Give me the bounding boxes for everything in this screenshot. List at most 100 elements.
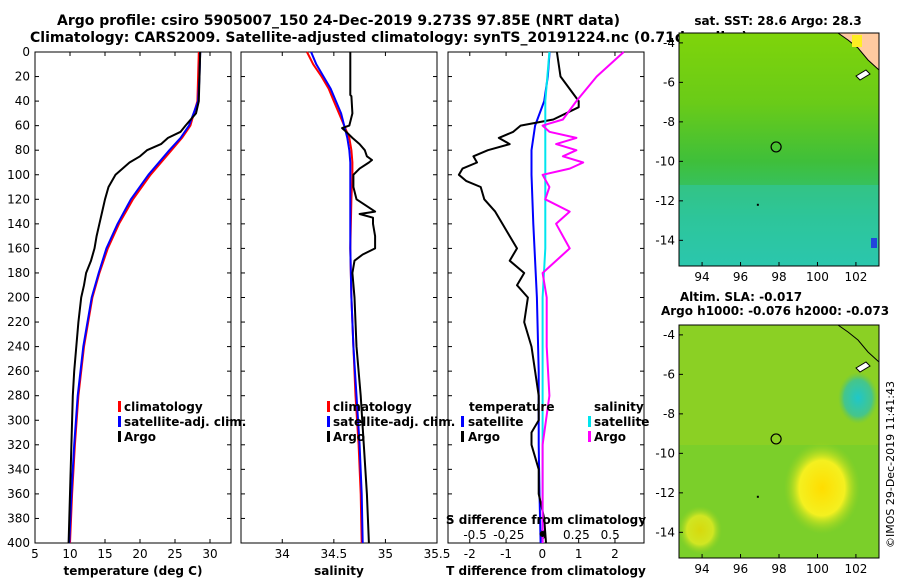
depth-tick-label: 160 <box>7 241 30 255</box>
salinity-plot: 34 34.5 35 35.5 <box>275 51 451 561</box>
depth-tick-label: 240 <box>7 340 30 354</box>
legend-swatch-s-argo <box>588 431 591 442</box>
sla-map-marks: 94 96 98 100 102 -4 -6 -8 -10 -12 -14 <box>655 328 867 576</box>
depth-tick-label: 360 <box>7 487 30 501</box>
temperature-xlabel: temperature (deg C) <box>64 564 203 578</box>
legend-t-satellite: satellite <box>468 415 523 429</box>
sst-map-title: sat. SST: 28.6 Argo: 28.3 <box>694 14 861 28</box>
depth-tick-label: 120 <box>7 192 30 206</box>
map-y-tick-label: -8 <box>663 115 675 129</box>
sst-warm-patch <box>852 35 862 47</box>
depth-tick-label: 400 <box>7 536 30 550</box>
x-tick-label: 34.5 <box>320 547 347 561</box>
depth-tick-label: 0 <box>22 45 30 59</box>
map-y-tick-label: -14 <box>655 233 675 247</box>
salinity-xlabel: salinity <box>314 564 364 578</box>
map-y-tick-label: -6 <box>663 75 675 89</box>
sst-map: 94 96 98 100 102 -4 -6 -8 -10 -12 -14 <box>655 32 880 284</box>
legend-swatch-argo <box>327 431 330 442</box>
x-tick-label: 1 <box>575 547 583 561</box>
map-y-tick-label: -12 <box>655 486 675 500</box>
map-y-tick-label: -10 <box>655 154 675 168</box>
legend-argo: Argo <box>333 430 365 444</box>
depth-tick-label: 140 <box>7 217 30 231</box>
x-tick-label: 10 <box>62 547 77 561</box>
map-y-tick-label: -4 <box>663 36 675 50</box>
legend-s-argo: Argo <box>594 430 626 444</box>
x-tick-label: 0 <box>539 547 547 561</box>
legend-swatch-s-satellite <box>588 416 591 427</box>
map-x-tick-label: 98 <box>771 270 786 284</box>
sst-blue-patch <box>871 238 877 248</box>
sst-cool-region <box>679 185 879 266</box>
x-tick-label: 35 <box>378 547 393 561</box>
series-climatology <box>69 51 200 544</box>
s-zero-dot <box>539 531 546 537</box>
map-x-tick-label: 100 <box>806 270 829 284</box>
legend-satellite: satellite-adj. clim. <box>333 415 455 429</box>
map-dot <box>756 495 759 498</box>
depth-tick-label: 320 <box>7 438 30 452</box>
depth-tick-label: 280 <box>7 389 30 403</box>
depth-axis: 0 20 40 60 80 100 120 140 160 180 200 220 240 260 280 3… <box>7 45 644 550</box>
salinity-diff-xlabel: S difference from climatology <box>446 513 646 527</box>
depth-tick-label: 340 <box>7 462 30 476</box>
map-x-tick-label: 102 <box>844 562 867 576</box>
x-tick-label: 2 <box>611 547 619 561</box>
x-tick-label: -2 <box>464 547 476 561</box>
legend-salinity-title: salinity <box>594 400 644 414</box>
map-x-tick-label: 102 <box>844 270 867 284</box>
map-y-tick-label: -4 <box>663 328 675 342</box>
salinity-panel <box>240 51 438 544</box>
sla-high-anomaly-2 <box>678 506 722 554</box>
depth-tick-label: 380 <box>7 511 30 525</box>
map-x-tick-label: 94 <box>694 270 709 284</box>
sla-map: 94 96 98 100 102 -4 -6 -8 -10 -12 -14 <box>655 324 880 576</box>
x-tick-label: -1 <box>500 547 512 561</box>
depth-tick-label: 180 <box>7 266 30 280</box>
legend-t-argo: Argo <box>468 430 500 444</box>
depth-tick-label: 20 <box>15 70 30 84</box>
series-satellite-adj-clim- <box>310 51 364 544</box>
depth-tick-label: 200 <box>7 291 30 305</box>
legend-s-satellite: satellite <box>594 415 649 429</box>
series-t-argo <box>457 51 580 544</box>
x-tick-label: 25 <box>167 547 182 561</box>
argo-position-marker <box>770 433 782 445</box>
depth-tick-label: 80 <box>15 143 30 157</box>
legend-swatch-argo <box>118 431 121 442</box>
map-y-tick-label: -12 <box>655 194 675 208</box>
map-x-tick-label: 96 <box>733 562 748 576</box>
s-tick-label: 0.5 <box>601 528 620 542</box>
temperature-panel <box>34 51 232 544</box>
depth-tick-label: 100 <box>7 168 30 182</box>
depth-tick-label: 300 <box>7 413 30 427</box>
series-argo <box>67 51 202 544</box>
series-argo <box>341 52 377 544</box>
legend-swatch-satellite <box>327 416 330 427</box>
x-tick-label: 35.5 <box>424 547 451 561</box>
s-tick-label: -0.25 <box>493 528 524 542</box>
series-climatology <box>306 51 363 544</box>
sla-island <box>855 361 871 373</box>
series-satellite-adj-clim- <box>68 51 202 544</box>
sla-map-title-1: Altim. SLA: -0.017 <box>680 290 802 304</box>
depth-tick-label: 40 <box>15 94 30 108</box>
s-tick-label: -0.5 <box>463 528 486 542</box>
legend-climatology: climatology <box>124 400 203 414</box>
temperature-legend: climatology satellite-adj. clim. Argo <box>118 400 246 444</box>
x-tick-label: 5 <box>31 547 39 561</box>
imos-timestamp: ©IMOS 29-Dec-2019 11:41:43 <box>884 381 897 548</box>
map-x-tick-label: 98 <box>771 562 786 576</box>
legend-swatch-satellite <box>118 416 121 427</box>
map-x-tick-label: 96 <box>733 270 748 284</box>
map-x-tick-label: 94 <box>694 562 709 576</box>
sst-map-marks: 94 96 98 100 102 -4 -6 -8 -10 -12 -14 <box>655 36 867 284</box>
map-y-tick-label: -6 <box>663 367 675 381</box>
argo-position-marker <box>770 141 782 153</box>
salinity-legend: climatology satellite-adj. clim. Argo <box>327 400 455 444</box>
map-dot <box>756 203 759 206</box>
legend-satellite: satellite-adj. clim. <box>124 415 246 429</box>
